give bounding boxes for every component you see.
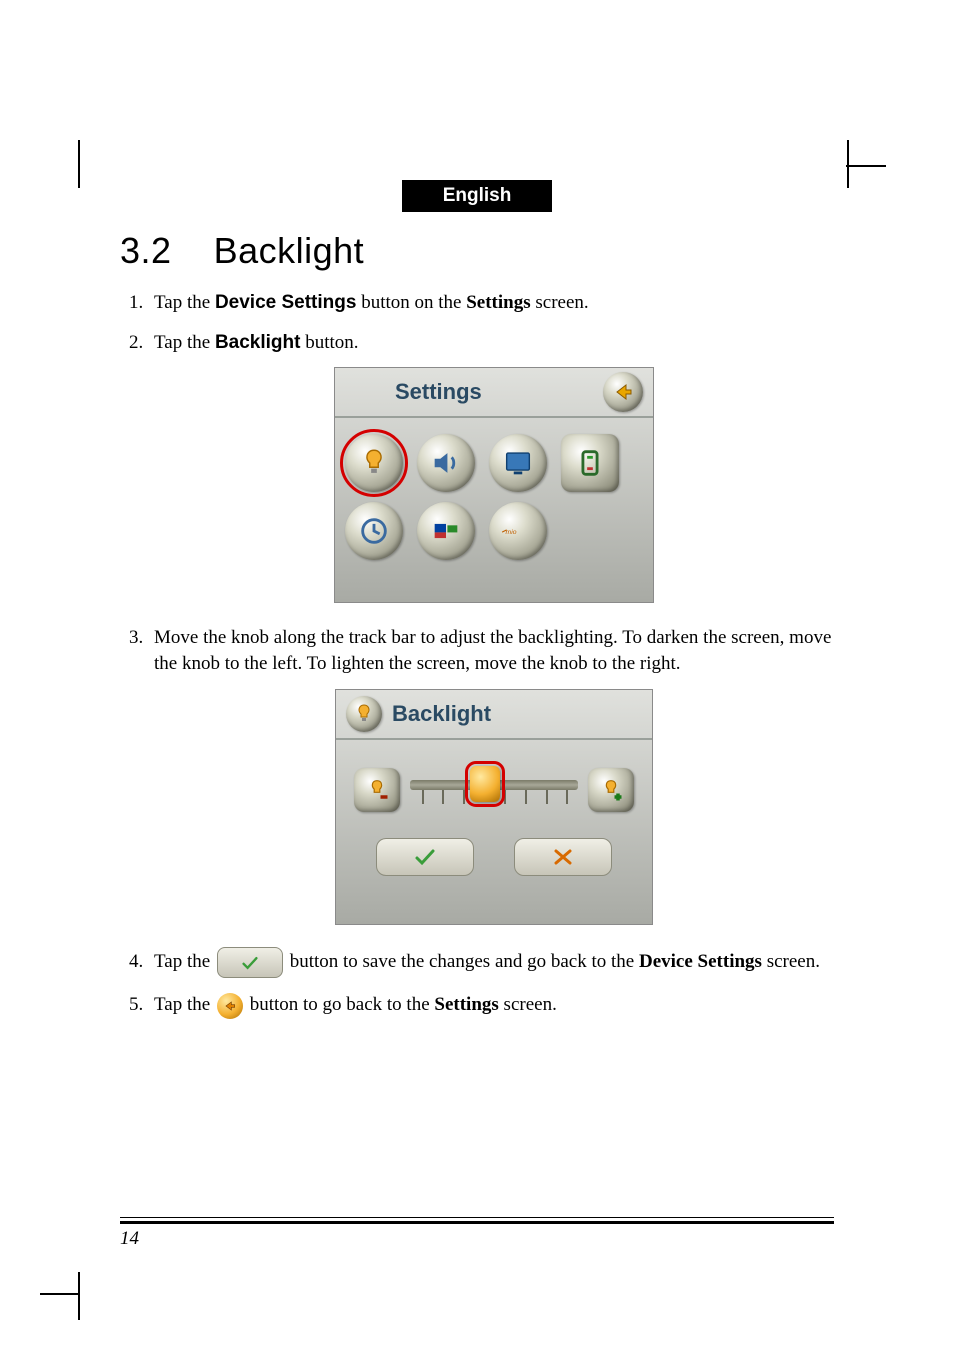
step-5: Tap the button to go back to the Setting… <box>148 992 834 1019</box>
step-text: button on the <box>356 292 466 313</box>
step-text: Tap the <box>154 951 215 972</box>
crop-mark <box>846 165 886 167</box>
screen-icon[interactable] <box>489 434 547 492</box>
settings-device-frame: Settings <box>334 367 654 603</box>
slider-track[interactable] <box>408 768 580 812</box>
step-text: Tap the <box>154 994 215 1015</box>
settings-screenshot: Settings <box>154 367 834 603</box>
confirm-button[interactable] <box>376 838 474 876</box>
step-text: Tap the <box>154 292 215 313</box>
step-list: Tap the Device Settings button on the Se… <box>120 290 834 1019</box>
step-2: Tap the Backlight button. Settings <box>148 330 834 604</box>
brightness-slider <box>344 746 644 820</box>
page-number: 14 <box>120 1228 834 1250</box>
settings-header: Settings <box>335 368 653 418</box>
step-text: button to go back to the <box>245 994 434 1015</box>
step-text: screen. <box>499 994 557 1015</box>
back-arrow-icon-inline[interactable] <box>217 993 243 1019</box>
ui-ref-settings: Settings <box>466 292 530 313</box>
power-icon[interactable] <box>561 434 619 492</box>
svg-text:mio: mio <box>506 529 517 536</box>
page-footer: 14 <box>120 1217 834 1250</box>
slider-knob[interactable] <box>470 766 500 802</box>
bulb-icon[interactable] <box>345 434 403 492</box>
ui-ref-device-settings: Device Settings <box>215 292 357 313</box>
ui-ref-settings: Settings <box>434 994 498 1015</box>
bulb-icon <box>346 696 382 732</box>
backlight-body <box>336 740 652 882</box>
step-1: Tap the Device Settings button on the Se… <box>148 290 834 316</box>
backlight-header: Backlight <box>336 690 652 740</box>
document-page: English 3.2 Backlight Tap the Device Set… <box>0 0 954 1350</box>
step-3: Move the knob along the track bar to adj… <box>148 625 834 924</box>
step-4: Tap the button to save the changes and g… <box>148 947 834 979</box>
brightness-up-button[interactable] <box>588 768 634 812</box>
backlight-device-frame: Backlight <box>335 689 653 925</box>
crop-mark <box>78 1272 80 1320</box>
footer-rule-thin <box>120 1217 834 1218</box>
crop-mark <box>78 140 80 188</box>
backlight-screenshot: Backlight <box>154 689 834 925</box>
section-number: 3.2 <box>120 230 172 271</box>
back-arrow-icon[interactable] <box>603 372 643 412</box>
step-text: button to save the changes and go back t… <box>285 951 639 972</box>
step-text: Move the knob along the track bar to adj… <box>154 627 831 674</box>
step-text: screen. <box>762 951 820 972</box>
section-heading: 3.2 Backlight <box>120 230 834 272</box>
step-text: screen. <box>531 292 589 313</box>
brightness-down-button[interactable] <box>354 768 400 812</box>
step-text: Tap the <box>154 332 215 353</box>
clock-icon[interactable] <box>345 502 403 560</box>
language-tag: English <box>402 180 552 212</box>
settings-row-2: mio <box>345 502 643 560</box>
backlight-title: Backlight <box>392 699 642 729</box>
settings-row-1 <box>345 434 643 492</box>
crop-mark <box>40 1293 80 1295</box>
step-text: button. <box>300 332 358 353</box>
confirm-button-inline[interactable] <box>217 947 283 979</box>
footer-rule-thick <box>120 1221 834 1224</box>
ui-ref-backlight: Backlight <box>215 332 301 353</box>
settings-body: mio <box>335 418 653 576</box>
language-icon[interactable] <box>417 502 475 560</box>
section-title-text: Backlight <box>214 230 365 271</box>
mio-icon[interactable]: mio <box>489 502 547 560</box>
ui-ref-device-settings: Device Settings <box>639 951 762 972</box>
cancel-button[interactable] <box>514 838 612 876</box>
crop-mark <box>847 140 849 188</box>
settings-title: Settings <box>395 377 603 407</box>
volume-icon[interactable] <box>417 434 475 492</box>
action-buttons <box>344 838 644 876</box>
